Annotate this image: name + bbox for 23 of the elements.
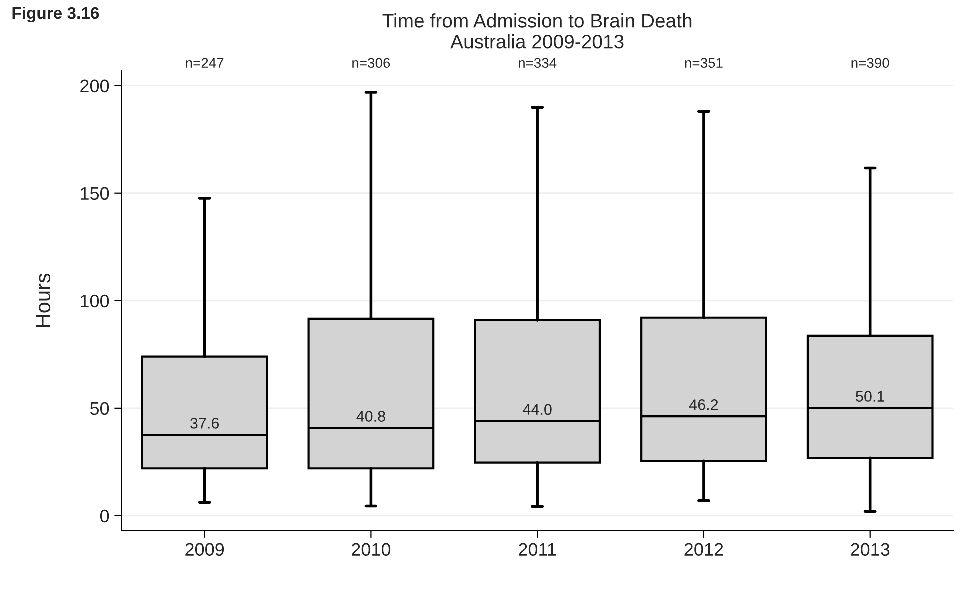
- y-tick-label: 150: [81, 187, 110, 200]
- text: n=306: [352, 58, 390, 68]
- text: n=247: [186, 58, 224, 68]
- text: n=334: [519, 58, 557, 68]
- y-axis-title: Hours: [36, 274, 51, 327]
- x-tick-label: 2011: [519, 543, 556, 556]
- text: 50.1: [856, 391, 884, 402]
- x-tick-label: 2013: [851, 543, 890, 556]
- y-tick-label: 100: [81, 294, 110, 308]
- text: 37.6: [190, 418, 220, 429]
- text: 44.0: [523, 404, 552, 416]
- x-tick-label: 2010: [352, 543, 391, 556]
- y-tick-label: 200: [80, 80, 110, 93]
- text: 46.2: [689, 400, 718, 410]
- text: n=351: [685, 58, 723, 68]
- chart-title: Time from Admission to Brain Death Australia 2009-2013: [382, 14, 692, 49]
- y-tick-label: 0: [100, 510, 110, 523]
- y-tick-label: 50: [90, 402, 110, 416]
- text: n=390: [852, 58, 890, 68]
- text: 40.8: [356, 411, 386, 422]
- x-tick-label: 2012: [684, 543, 724, 556]
- caption: Figure 3.16: [12, 6, 100, 23]
- x-tick-label: 2009: [186, 543, 224, 556]
